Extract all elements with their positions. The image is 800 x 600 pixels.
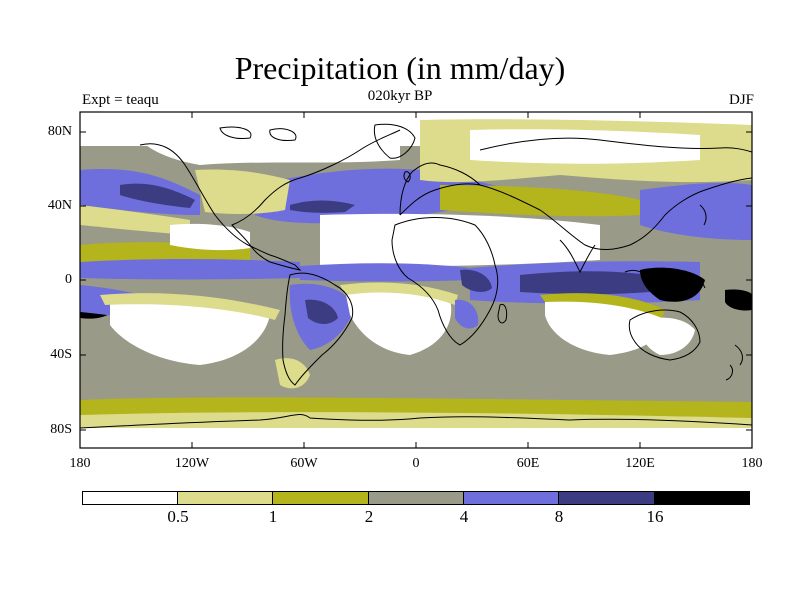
west-pacific-band: [80, 205, 190, 235]
period-label: 020kyr BP: [367, 88, 433, 104]
south-pacific-dry-rim: [100, 293, 280, 320]
coast-arctic-islands: [219, 126, 297, 141]
colorbar-swatch-5: [558, 491, 655, 505]
coast-new-zealand: [725, 344, 743, 381]
south-atlantic-dry: [345, 287, 452, 355]
coast-madagascar: [497, 303, 508, 324]
axis-ticks: [80, 112, 752, 448]
australia-dry: [639, 317, 695, 355]
east-pacific-dry: [170, 223, 250, 251]
patagonia-moist: [275, 358, 310, 389]
coastlines: [79, 123, 753, 429]
colorbar-label-4: 4: [459, 507, 469, 526]
colorbar-swatch-3: [368, 491, 464, 505]
antarctic-dry-region: [80, 425, 752, 448]
south-indian-dry: [545, 298, 661, 355]
coast-south-america: [282, 272, 354, 386]
coast-uk: [403, 171, 411, 183]
colorbar-swatch-1: [177, 491, 273, 505]
indian-ocean-core: [520, 271, 650, 295]
itcz-atlantic: [300, 263, 470, 282]
experiment-label: Expt = teaqu: [82, 92, 159, 108]
colorbar-label-16: 16: [646, 507, 664, 526]
west-pacific-stormtrack: [640, 182, 752, 240]
colorbar-label-0-5: 0.5: [167, 507, 189, 526]
colorbar-swatch-0: [82, 491, 178, 505]
page-title: Precipitation (in mm/day): [234, 50, 566, 86]
colorbar-swatch-6: [654, 491, 750, 505]
sahara-dry-zone: [320, 213, 600, 267]
lon-label-180-east: 180: [741, 456, 763, 471]
lat-label-80s: 80S: [50, 422, 72, 437]
amazon-core: [305, 299, 338, 324]
south-indian-dry-rim: [540, 293, 665, 318]
lat-label-0: 0: [65, 272, 72, 287]
siberia-dry: [470, 129, 700, 164]
lon-label-60e: 60E: [516, 456, 540, 471]
lon-label-60w: 60W: [290, 456, 318, 471]
south-africa-moist: [455, 299, 479, 329]
coast-north-america: [139, 129, 401, 271]
south-pacific-dry: [110, 298, 270, 365]
coast-japan: [699, 204, 707, 226]
coast-asia: [479, 137, 753, 250]
colorbar-label-8: 8: [554, 507, 564, 526]
north-pacific-core: [120, 183, 195, 208]
colorbar-label-1: 1: [268, 507, 278, 526]
lat-label-80n: 80N: [47, 124, 72, 139]
south-atlantic-dry-rim: [340, 282, 458, 305]
itcz-pacific: [80, 259, 300, 280]
north-atlantic-core: [290, 200, 355, 213]
season-label: DJF: [728, 92, 754, 108]
east-africa-moist: [460, 269, 492, 292]
lat-label-40s: 40S: [50, 347, 72, 362]
coast-greenland: [373, 123, 416, 159]
colorbar-swatch-4: [463, 491, 559, 505]
southern-ocean-edge: [80, 412, 752, 428]
coast-australia: [628, 309, 701, 361]
coast-maritime: [624, 269, 706, 289]
eurasia-midlat: [440, 185, 640, 217]
coast-europe: [399, 162, 482, 216]
coast-antarctica: [79, 414, 753, 429]
coast-africa: [391, 217, 499, 346]
maritime-continent-core: [640, 267, 705, 302]
coast-india: [559, 239, 596, 274]
lon-label-0: 0: [412, 456, 420, 471]
colorbar-swatch-2: [272, 491, 369, 505]
lon-label-120e: 120E: [625, 456, 655, 471]
lat-label-40n: 40N: [47, 198, 72, 213]
lon-label-120w: 120W: [174, 456, 210, 471]
pacific-core-east: [725, 289, 752, 311]
north-america-central: [195, 169, 290, 215]
colorbar-label-2: 2: [364, 507, 374, 526]
lon-label-180-west: 180: [69, 456, 91, 471]
north-america-north: [140, 122, 400, 165]
